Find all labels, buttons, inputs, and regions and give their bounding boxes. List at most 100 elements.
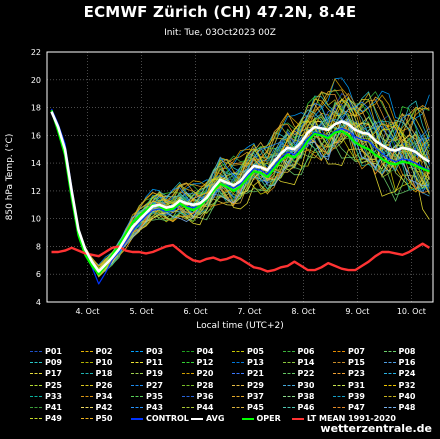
legend-item: P32	[383, 380, 435, 391]
legend-swatch	[333, 362, 345, 364]
x-tick-label: 4. Oct	[75, 307, 99, 316]
legend-label: P18	[95, 369, 113, 379]
legend-item: P40	[383, 391, 435, 402]
legend-item: P38	[282, 391, 334, 402]
y-tick-label: 16	[31, 131, 41, 140]
y-tick-label: 12	[31, 187, 41, 196]
legend-label: P34	[95, 391, 113, 401]
legend-label: P11	[146, 358, 163, 368]
legend-item: P12	[181, 357, 233, 368]
legend-swatch	[333, 395, 345, 397]
legend-item: P28	[181, 380, 233, 391]
legend-item: P09	[30, 357, 81, 368]
legend-swatch	[131, 395, 143, 397]
legend-label: P20	[196, 369, 214, 379]
legend-label: OPER	[256, 414, 281, 424]
legend-label: P26	[95, 380, 113, 390]
legend-item: P10	[80, 357, 132, 368]
legend-swatch	[131, 362, 143, 364]
y-axis-ticks: 4 6 8 10 12 14 16 18 20 22	[31, 48, 41, 307]
series-oper	[50, 109, 430, 276]
legend-label: P10	[95, 358, 113, 368]
legend-label: P33	[45, 391, 62, 401]
legend-item: P17	[30, 368, 81, 379]
legend-label: P23	[348, 369, 365, 379]
legend-item: P39	[333, 391, 384, 402]
legend-swatch	[30, 407, 42, 409]
legend-label: P44	[196, 403, 214, 413]
legend-swatch	[191, 417, 203, 420]
legend-item: P11	[131, 357, 182, 368]
legend-swatch	[232, 384, 244, 386]
legend-swatch	[131, 373, 143, 375]
legend-swatch	[30, 373, 42, 375]
legend-swatch	[181, 351, 194, 353]
legend-label: P07	[348, 347, 365, 357]
legend-item: P50	[80, 413, 132, 424]
legend-item: P45	[232, 402, 283, 413]
legend-swatch	[282, 395, 295, 397]
legend-item: OPER	[241, 413, 293, 424]
legend-item: P36	[181, 391, 233, 402]
legend: P01 P02 P03 P04 P05 P06 P07 P08 P09 P10 P11 P12 P13 P…	[30, 346, 435, 424]
legend-swatch	[181, 395, 194, 397]
legend-label: P15	[348, 358, 365, 368]
legend-label: P22	[297, 369, 315, 379]
legend-label: P02	[95, 347, 113, 357]
legend-label: CONTROL	[146, 414, 189, 424]
chart-title: ECMWF Zürich (CH) 47.2N, 8.4E	[83, 3, 357, 21]
legend-swatch	[333, 373, 345, 375]
legend-item: P41	[30, 402, 81, 413]
legend-item: P13	[232, 357, 283, 368]
legend-swatch	[383, 395, 396, 397]
legend-swatch	[383, 362, 396, 364]
x-tick-label: 7. Oct	[237, 307, 261, 316]
legend-item: P22	[282, 368, 334, 379]
legend-label: P31	[348, 380, 365, 390]
legend-label: P43	[146, 403, 163, 413]
legend-item: P48	[383, 402, 435, 413]
legend-swatch	[181, 362, 194, 364]
series-avg	[50, 111, 431, 273]
plot-frame	[46, 51, 434, 303]
legend-swatch	[232, 407, 244, 409]
legend-label: P48	[398, 403, 416, 413]
ensemble-members	[51, 77, 430, 278]
y-tick-label: 20	[31, 76, 41, 85]
legend-label: P24	[398, 369, 416, 379]
legend-item: P37	[232, 391, 283, 402]
legend-swatch	[80, 373, 93, 375]
legend-row: P09 P10 P11 P12 P13 P14 P15 P16	[30, 357, 435, 368]
legend-item: P27	[131, 380, 182, 391]
legend-swatch	[333, 351, 345, 353]
legend-item: P04	[181, 346, 233, 357]
legend-swatch	[30, 418, 42, 420]
legend-item: P43	[131, 402, 182, 413]
legend-swatch	[80, 384, 93, 386]
legend-label: P17	[45, 369, 62, 379]
legend-item: P08	[383, 346, 435, 357]
legend-swatch	[181, 407, 194, 409]
legend-label: P45	[247, 403, 264, 413]
legend-swatch	[131, 417, 143, 420]
y-tick-label: 18	[31, 104, 41, 113]
legend-swatch	[80, 362, 93, 364]
legend-swatch	[241, 417, 254, 420]
legend-label: P46	[297, 403, 315, 413]
legend-swatch	[383, 373, 396, 375]
legend-label: P39	[348, 391, 365, 401]
legend-item: P02	[80, 346, 132, 357]
legend-label: P42	[95, 403, 113, 413]
chart-subtitle: Init: Tue, 03Oct2023 00Z	[164, 28, 276, 38]
legend-label: P14	[297, 358, 315, 368]
legend-item: P47	[333, 402, 384, 413]
legend-swatch	[131, 351, 143, 353]
legend-swatch	[80, 407, 93, 409]
legend-row: P33 P34 P35 P36 P37 P38 P39 P40	[30, 391, 435, 402]
chart-plot: 4 6 8 10 12 14 16 18 20 22 4. Oct 5. Oct 6. Oct 7. O…	[5, 48, 434, 331]
legend-label: P27	[146, 380, 163, 390]
legend-label: P32	[398, 380, 416, 390]
y-tick-label: 10	[31, 215, 41, 224]
legend-swatch	[383, 407, 396, 409]
legend-label: P13	[247, 358, 264, 368]
